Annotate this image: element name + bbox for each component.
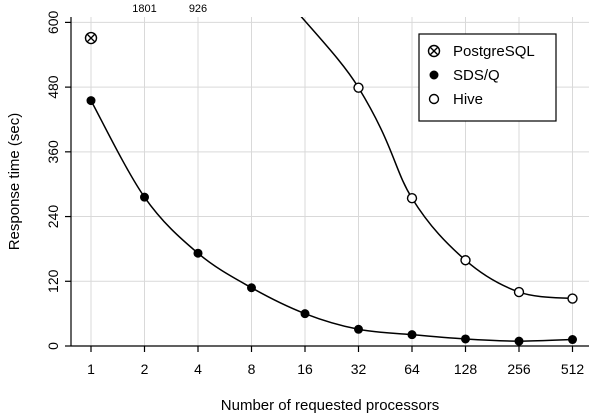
series-layer — [84, 17, 578, 346]
legend: PostgreSQL SDS/Q Hive — [418, 33, 557, 122]
y-tick-label-480: 480 — [45, 75, 61, 99]
y-tick-label-0: 0 — [45, 342, 61, 350]
x-tick-label-512: 512 — [561, 361, 585, 377]
legend-marker-postgresql — [427, 44, 441, 58]
point-hive-512 — [567, 293, 578, 304]
legend-label-hive: Hive — [453, 91, 483, 108]
point-sds-q-32 — [354, 324, 363, 334]
legend-label-postgresql: PostgreSQL — [453, 43, 535, 60]
y-tick-label-120: 120 — [45, 269, 61, 293]
x-tick-label-128: 128 — [454, 361, 478, 377]
legend-marker-sds-q — [429, 70, 439, 80]
offscale-label-1801: 1801 — [132, 3, 156, 15]
point-sds-q-1 — [86, 96, 96, 106]
x-tick-label-256: 256 — [507, 361, 531, 377]
point-postgresql-1 — [84, 31, 98, 45]
legend-items: PostgreSQL SDS/Q Hive — [427, 43, 535, 108]
y-tick-label-600: 600 — [45, 11, 61, 35]
point-hive-32 — [353, 82, 364, 93]
point-hive-64 — [406, 193, 418, 204]
point-postgresql-1-cross-b — [86, 33, 96, 43]
y-axis-title: Response time (sec) — [6, 113, 23, 251]
labels-layer: Number of requested processors Response … — [6, 3, 439, 414]
y-tick-label-240: 240 — [45, 205, 61, 229]
point-sds-q-8 — [247, 283, 256, 293]
x-tick-label-16: 16 — [297, 361, 313, 377]
series-sds-q — [86, 96, 577, 346]
offscale-label-926: 926 — [189, 3, 207, 15]
point-hive-128 — [460, 255, 471, 266]
legend-marker-postgresql-cross-b — [429, 46, 439, 56]
series-line-sds-q — [90, 100, 573, 342]
x-tick-label-2: 2 — [141, 361, 149, 377]
y-tick-label-360: 360 — [45, 140, 61, 164]
point-hive-256 — [513, 286, 525, 298]
x-tick-label-4: 4 — [194, 361, 202, 377]
point-sds-q-16 — [300, 309, 310, 319]
x-tick-label-8: 8 — [248, 361, 256, 377]
x-axis-title: Number of requested processors — [221, 397, 439, 414]
point-sds-q-128 — [461, 334, 470, 344]
point-sds-q-64 — [407, 330, 417, 340]
series-postgresql — [84, 31, 98, 45]
x-tick-label-64: 64 — [404, 361, 420, 377]
series-hive — [300, 17, 578, 304]
point-sds-q-512 — [568, 335, 577, 345]
legend-marker-hive — [428, 93, 440, 105]
x-tick-label-1: 1 — [87, 361, 95, 377]
point-sds-q-256 — [514, 336, 524, 346]
point-sds-q-2 — [140, 192, 149, 202]
legend-box — [418, 33, 557, 122]
axes-layer: 1 2 4 8 16 32 64 128 256 512 0 120 240 360 480 600 — [45, 11, 589, 377]
point-sds-q-4 — [193, 248, 203, 258]
legend-label-sds-q: SDS/Q — [453, 67, 500, 84]
x-tick-label-32: 32 — [351, 361, 367, 377]
